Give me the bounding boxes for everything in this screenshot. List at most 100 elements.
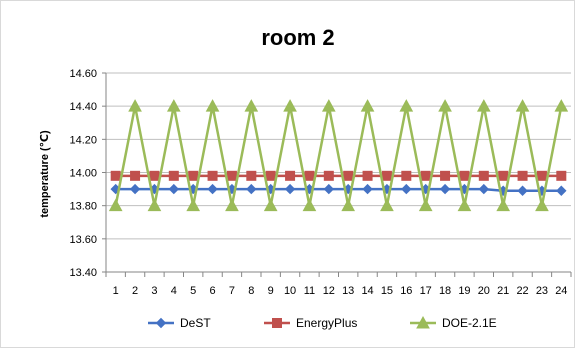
legend-label-doe-2-1e: DOE-2.1E [442, 316, 497, 330]
data-point-dest [517, 185, 528, 196]
data-point-dest [168, 183, 180, 195]
x-tick-label: 16 [400, 285, 412, 297]
legend-label-energyplus: EnergyPlus [296, 316, 357, 330]
y-tick-label: 14.20 [69, 134, 97, 146]
data-point-energyplus [149, 170, 160, 181]
legend-marker-energyplus [272, 318, 282, 328]
data-point-energyplus [304, 170, 315, 181]
data-point-doe-2-1e [476, 99, 491, 112]
data-point-energyplus [556, 170, 567, 181]
data-point-energyplus [478, 170, 489, 181]
data-point-energyplus [517, 170, 528, 181]
x-tick-label: 2 [132, 285, 138, 297]
data-point-dest [478, 183, 490, 195]
data-point-energyplus [226, 170, 237, 181]
x-tick-label: 13 [342, 285, 354, 297]
series-line-doe-2-1e [114, 104, 563, 207]
data-point-energyplus [498, 170, 509, 181]
data-point-dest [439, 183, 451, 195]
legend-item-energyplus: EnergyPlus [264, 316, 357, 330]
series-energyplus [110, 170, 567, 181]
data-point-energyplus [246, 170, 257, 181]
data-point-dest [323, 183, 335, 195]
x-tick-label: 3 [151, 285, 157, 297]
data-point-doe-2-1e [283, 99, 297, 112]
y-tick-label: 14.60 [69, 68, 97, 80]
data-point-doe-2-1e [496, 198, 511, 212]
series-doe-2-1e [108, 99, 569, 212]
data-point-doe-2-1e [166, 99, 181, 112]
data-point-doe-2-1e [438, 99, 452, 112]
data-point-doe-2-1e [515, 99, 530, 112]
data-point-doe-2-1e [263, 198, 278, 212]
data-point-energyplus [420, 170, 431, 181]
legend: DeST EnergyPlus DOE-2.1E [148, 315, 497, 330]
x-tick-label: 18 [439, 285, 451, 297]
data-point-energyplus [323, 170, 334, 181]
data-point-doe-2-1e [399, 99, 414, 112]
x-tick-label: 17 [420, 285, 432, 297]
data-point-energyplus [362, 170, 373, 181]
data-point-dest [401, 183, 412, 195]
x-tick-label: 10 [284, 285, 296, 297]
y-tick-label: 13.60 [69, 234, 97, 246]
data-point-energyplus [440, 170, 451, 181]
data-point-dest [246, 183, 257, 195]
x-tick-label: 12 [323, 285, 335, 297]
y-tick-label: 14.40 [69, 101, 97, 113]
x-tick-label: 5 [190, 285, 196, 297]
data-point-doe-2-1e [341, 198, 356, 212]
data-point-energyplus [188, 170, 199, 181]
y-tick-label: 13.80 [69, 201, 97, 213]
data-point-energyplus [130, 170, 141, 181]
y-tick-label: 13.40 [69, 267, 97, 279]
data-point-doe-2-1e [128, 99, 142, 112]
x-tick-label: 20 [478, 285, 490, 297]
x-tick-label: 15 [381, 285, 393, 297]
data-point-doe-2-1e [380, 198, 394, 212]
data-point-doe-2-1e [418, 198, 433, 212]
x-tick-label: 1 [113, 285, 119, 297]
data-point-doe-2-1e [108, 198, 123, 212]
series-line-dest [115, 187, 562, 192]
x-tick-label: 24 [555, 285, 567, 297]
x-tick-label: 22 [516, 285, 528, 297]
x-tick-label: 11 [304, 285, 315, 297]
data-point-doe-2-1e [186, 198, 201, 212]
data-point-dest [556, 185, 567, 196]
series-dest [110, 183, 567, 196]
data-point-energyplus [459, 170, 470, 181]
x-tick-label: 9 [268, 285, 274, 297]
legend-marker-dest [155, 317, 167, 329]
data-point-dest [362, 183, 373, 195]
data-point-energyplus [381, 170, 392, 181]
data-point-energyplus [536, 170, 547, 181]
data-point-energyplus [343, 170, 354, 181]
data-point-doe-2-1e [147, 198, 162, 212]
data-point-energyplus [110, 170, 121, 181]
data-point-energyplus [168, 170, 179, 181]
data-point-doe-2-1e [457, 198, 472, 212]
data-point-doe-2-1e [535, 198, 549, 212]
data-point-doe-2-1e [244, 99, 259, 112]
data-point-energyplus [207, 170, 218, 181]
legend-item-doe-2-1e: DOE-2.1E [410, 315, 497, 330]
data-point-dest [129, 183, 141, 195]
x-tick-label: 19 [458, 285, 470, 297]
x-tick-label: 14 [361, 285, 373, 297]
data-point-energyplus [265, 170, 276, 181]
data-point-dest [284, 183, 296, 195]
x-tick-label: 7 [229, 285, 235, 297]
data-point-doe-2-1e [205, 99, 220, 112]
data-point-energyplus [285, 170, 296, 181]
x-tick-label: 23 [536, 285, 548, 297]
data-point-doe-2-1e [321, 99, 336, 112]
legend-item-dest: DeST [148, 316, 211, 330]
data-point-doe-2-1e [225, 198, 239, 212]
x-tick-label: 4 [171, 285, 177, 297]
y-axis-label: temperature (℃) [39, 130, 51, 218]
y-tick-label: 14.00 [69, 168, 97, 180]
data-point-dest [207, 183, 218, 195]
chart-title: room 2 [261, 25, 334, 50]
